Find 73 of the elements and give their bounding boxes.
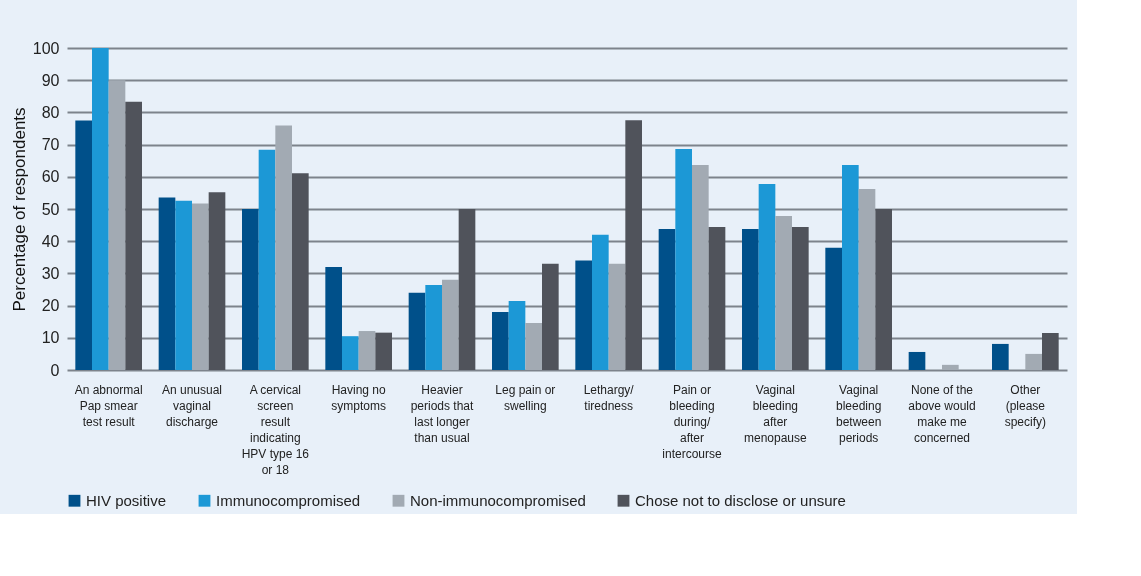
bar (875, 209, 892, 370)
bar (75, 120, 92, 370)
y-tick-label: 40 (41, 232, 60, 250)
bar (742, 228, 759, 370)
bar (592, 234, 609, 370)
bar (1042, 332, 1059, 370)
bar (325, 266, 342, 370)
x-tick-label: None of the above would make me concerned (908, 382, 976, 445)
bar (842, 164, 859, 370)
bar (175, 200, 192, 370)
bar (242, 209, 259, 370)
bar (708, 227, 726, 370)
y-tick-label: 70 (41, 136, 60, 154)
bar (792, 227, 809, 370)
bar (992, 343, 1009, 370)
bar (358, 331, 376, 370)
bar (458, 209, 476, 370)
x-tick-label: Heavier periods that last longer than usual (410, 382, 475, 445)
y-tick-label: 10 (41, 329, 60, 347)
x-tick-label: Other (please specify) (1004, 382, 1047, 429)
bar (1025, 353, 1042, 370)
bar (825, 247, 842, 370)
bar (408, 292, 426, 370)
y-tick-label: 90 (41, 71, 60, 89)
x-tick-label: Having no symptoms (331, 382, 387, 413)
bar (542, 263, 559, 370)
bar (375, 332, 392, 370)
x-tick-label: A cervical screen result indicating HPV type 16 or 18 (241, 382, 310, 477)
bar (608, 263, 626, 370)
bar (675, 149, 692, 370)
y-tick-label: 50 (41, 200, 60, 218)
x-tick-label: Vaginal bleeding after menopause (743, 382, 808, 445)
bar (658, 228, 676, 370)
bar (275, 125, 292, 370)
bar (758, 183, 776, 370)
bar (492, 312, 509, 370)
legend-label: HIV positive (86, 491, 167, 509)
bar (908, 351, 926, 370)
bar (942, 364, 959, 370)
bar (525, 322, 542, 370)
bar (858, 189, 876, 370)
y-tick-label: 0 (50, 361, 60, 379)
y-axis-title: Percentage of respondents (9, 107, 29, 312)
bar (442, 279, 459, 370)
x-tick-label: Lethargy/ tiredness (583, 382, 635, 413)
legend-label: Immunocompromised (216, 491, 361, 509)
bar (625, 120, 642, 370)
x-tick-label: Vaginal bleeding between periods (835, 382, 882, 445)
y-tick-label: 30 (41, 264, 60, 282)
bar (258, 149, 276, 370)
bar (508, 301, 526, 370)
bar (292, 173, 309, 370)
bar (692, 164, 709, 370)
bar (342, 336, 359, 370)
bar (125, 101, 142, 370)
legend-label: Chose not to disclose or unsure (635, 491, 846, 509)
legend-label: Non-immunocompromised (410, 491, 586, 509)
x-tick-label: An abnormal Pap smear test result (74, 382, 143, 429)
y-tick-label: 80 (41, 103, 60, 121)
y-tick-label: 60 (41, 168, 60, 186)
bar (775, 216, 792, 370)
y-tick-label: 20 (41, 297, 60, 315)
bar (158, 197, 176, 370)
bar (108, 80, 126, 370)
x-tick-label: An unusual vaginal discharge (161, 382, 223, 429)
bar (208, 192, 226, 370)
x-tick-label: Leg pain or swelling (495, 382, 556, 413)
y-tick-label: 100 (32, 39, 60, 57)
x-tick-label: Pain or bleeding during/ after intercourse (662, 382, 722, 461)
bar (92, 48, 109, 370)
bar (425, 284, 442, 370)
bar (575, 260, 592, 370)
bar (192, 203, 209, 370)
